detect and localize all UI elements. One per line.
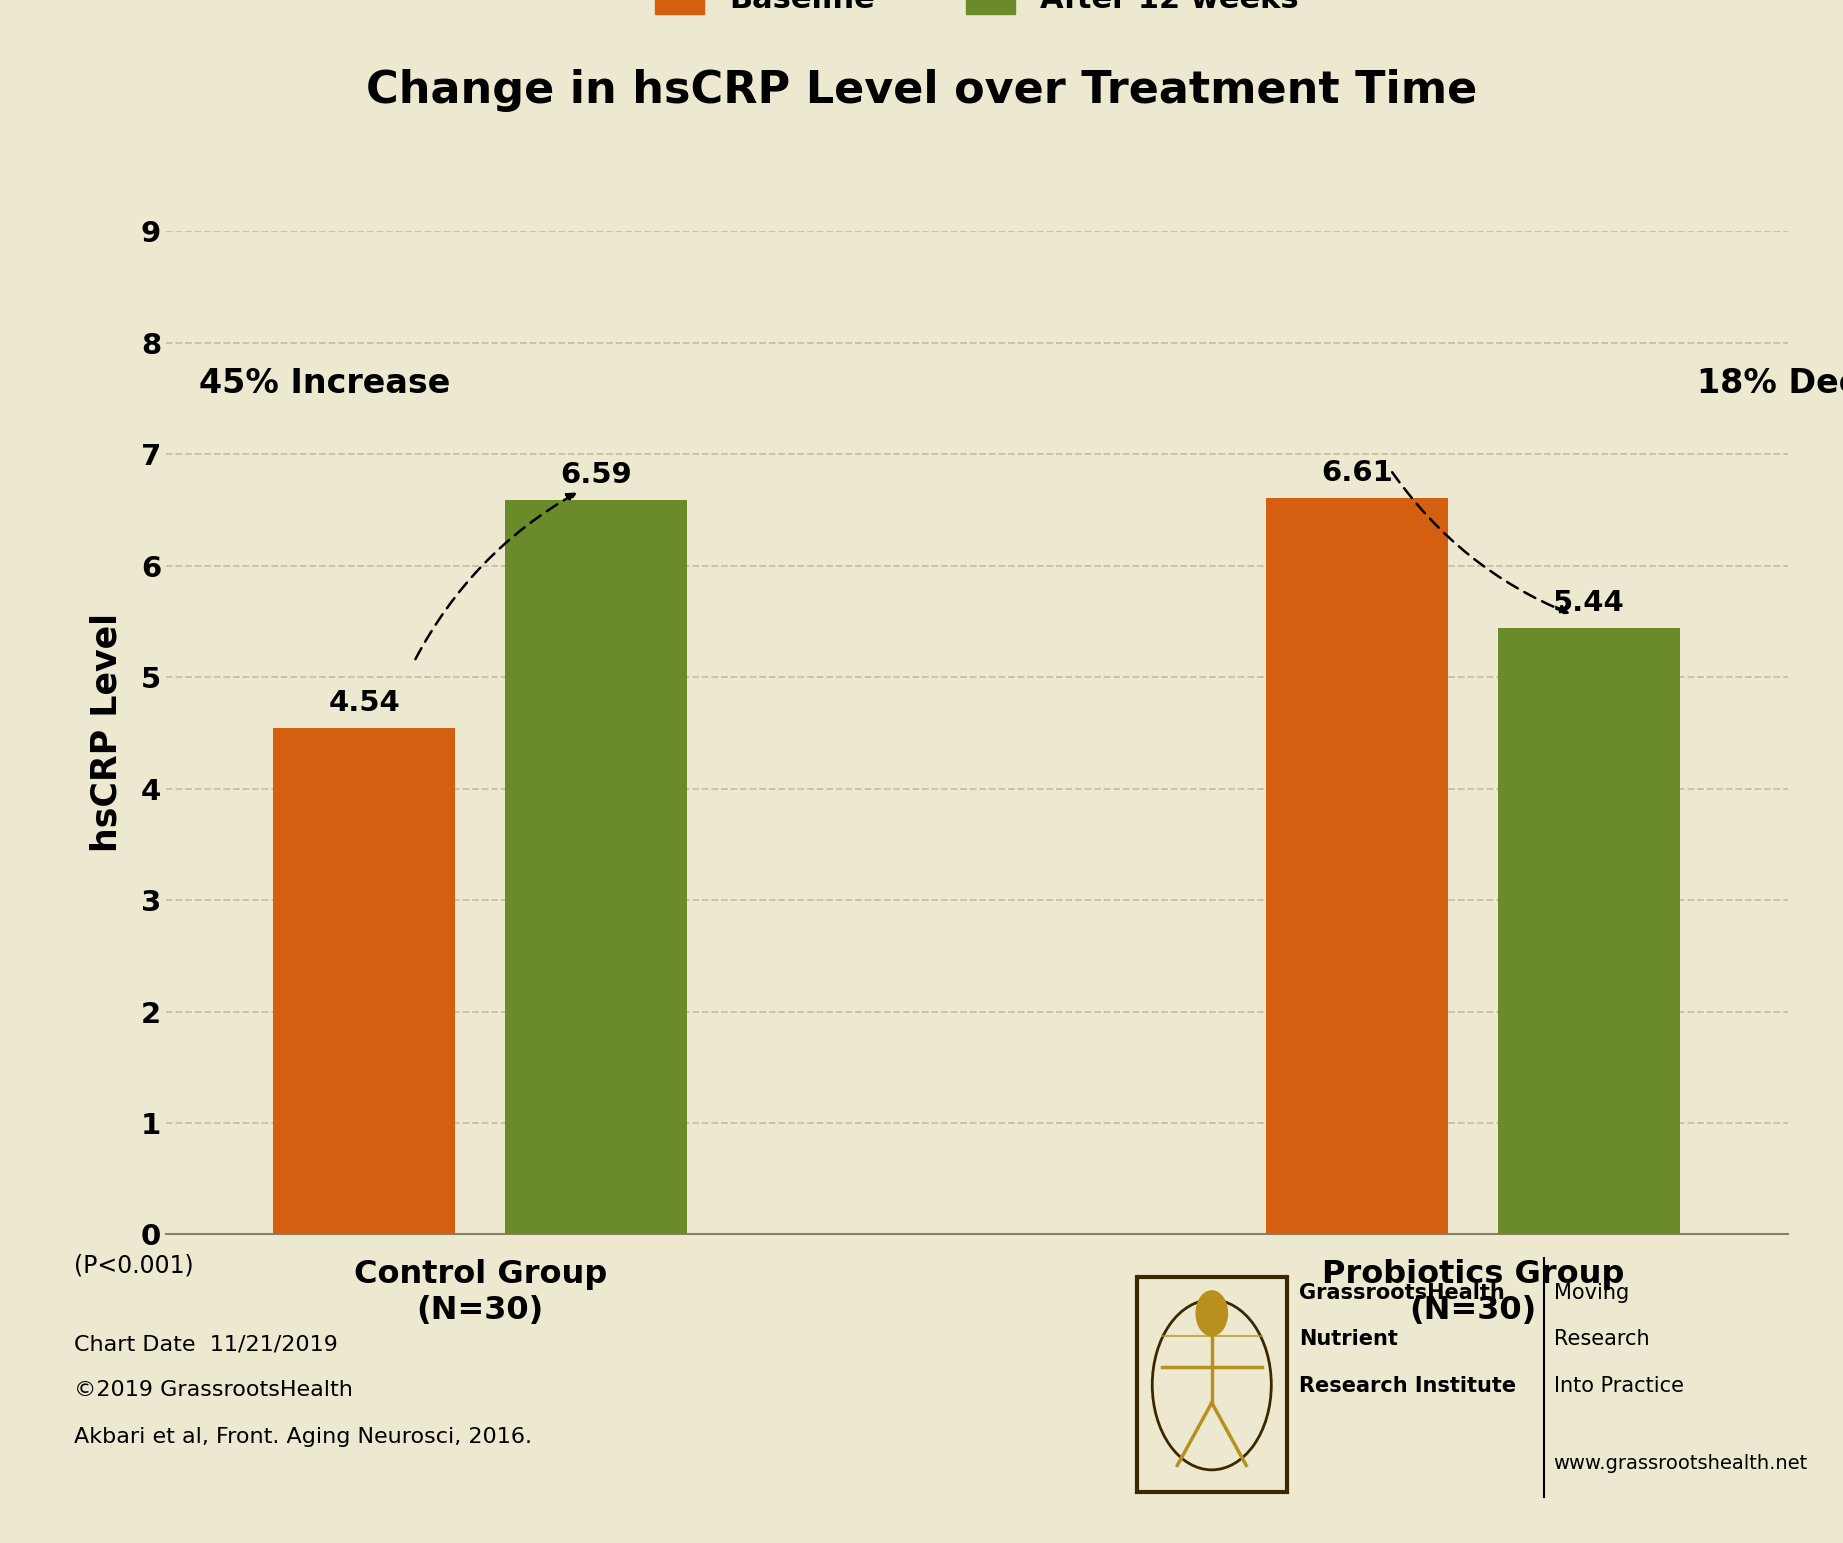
Text: 45% Increase: 45% Increase xyxy=(199,367,450,400)
Text: GrassrootsHealth: GrassrootsHealth xyxy=(1299,1284,1506,1304)
Text: Into Practice: Into Practice xyxy=(1554,1376,1685,1396)
Bar xyxy=(505,500,687,1234)
Text: Research: Research xyxy=(1554,1330,1649,1350)
Text: 5.44: 5.44 xyxy=(1554,589,1626,617)
Circle shape xyxy=(1196,1291,1227,1336)
Text: 6.61: 6.61 xyxy=(1321,458,1393,486)
Bar xyxy=(273,728,455,1234)
Text: (P<0.001): (P<0.001) xyxy=(74,1254,194,1278)
Text: Change in hsCRP Level over Treatment Time: Change in hsCRP Level over Treatment Tim… xyxy=(367,69,1476,113)
Text: Moving: Moving xyxy=(1554,1284,1629,1304)
Bar xyxy=(1498,628,1681,1234)
Text: www.grassrootshealth.net: www.grassrootshealth.net xyxy=(1554,1454,1808,1474)
Bar xyxy=(1266,498,1449,1234)
Legend: Baseline, After 12 weeks: Baseline, After 12 weeks xyxy=(640,0,1314,29)
Text: 6.59: 6.59 xyxy=(560,461,632,489)
Text: 4.54: 4.54 xyxy=(328,690,400,717)
Text: Nutrient: Nutrient xyxy=(1299,1330,1399,1350)
Text: Chart Date  11/21/2019: Chart Date 11/21/2019 xyxy=(74,1335,337,1355)
Text: Akbari et al, Front. Aging Neurosci, 2016.: Akbari et al, Front. Aging Neurosci, 201… xyxy=(74,1427,533,1447)
Text: 18% Decrease: 18% Decrease xyxy=(1697,367,1843,400)
Text: ©2019 GrassrootsHealth: ©2019 GrassrootsHealth xyxy=(74,1381,352,1401)
Y-axis label: hsCRP Level: hsCRP Level xyxy=(90,614,123,852)
Text: Research Institute: Research Institute xyxy=(1299,1376,1517,1396)
